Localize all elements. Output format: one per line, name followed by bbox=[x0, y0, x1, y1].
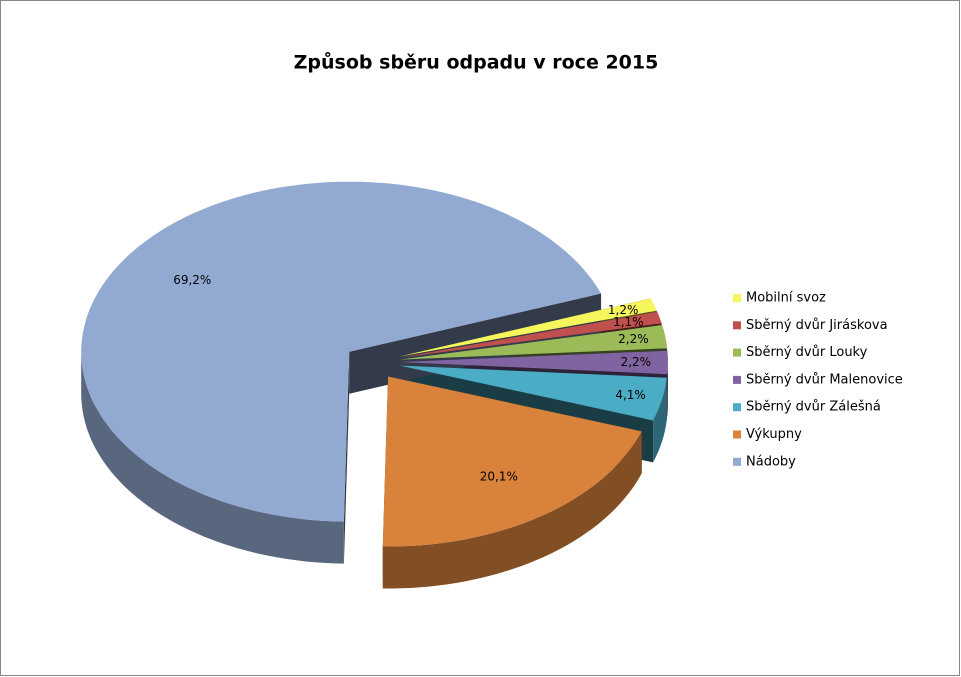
slice bbox=[400, 350, 668, 375]
slice bbox=[399, 325, 668, 360]
value-label: 1,1% bbox=[613, 315, 644, 329]
legend-label: Nádoby bbox=[746, 454, 796, 469]
legend-swatch bbox=[733, 457, 741, 466]
legend-swatch bbox=[733, 403, 741, 412]
value-label: 20,1% bbox=[480, 469, 518, 483]
legend-swatch bbox=[733, 294, 741, 302]
value-labels: 1,2%1,1% 2,2% 2,2% 4,1% 20,1% 69,2% bbox=[173, 273, 651, 483]
slice bbox=[382, 376, 642, 547]
legend-swatch bbox=[733, 348, 741, 357]
value-label: 69,2% bbox=[173, 273, 211, 287]
legend-label: Sběrný dvůr Zálešná bbox=[746, 400, 881, 415]
legend-label: Mobilní svoz bbox=[746, 291, 826, 306]
legend-label: Sběrný dvůr Jiráskova bbox=[746, 318, 888, 333]
legend-swatch bbox=[733, 321, 741, 330]
legend-label: Sběrný dvůr Louky bbox=[746, 345, 868, 360]
slice bbox=[81, 181, 602, 522]
value-label: 2,2% bbox=[618, 332, 649, 346]
legend: Mobilní svoz Sběrný dvůr Jiráskova Sběrný … bbox=[733, 291, 903, 469]
slice-radial-wall bbox=[343, 351, 350, 564]
pie-tops bbox=[81, 181, 668, 547]
slice-side bbox=[81, 293, 602, 564]
slice bbox=[399, 365, 667, 421]
value-label: 4,1% bbox=[615, 388, 646, 402]
slice-radial-wall bbox=[349, 293, 602, 394]
slice-outer-wall bbox=[382, 431, 642, 589]
slice-outer-wall bbox=[653, 377, 667, 463]
slice-outer-wall bbox=[81, 351, 344, 564]
slice-outer-wall bbox=[667, 362, 668, 417]
legend-swatch bbox=[733, 430, 741, 439]
value-label: 1,2% bbox=[608, 303, 639, 317]
chart-title: Způsob sběru odpadu v roce 2015 bbox=[294, 51, 659, 74]
legend-label: Výkupny bbox=[746, 427, 802, 442]
slice bbox=[398, 298, 657, 357]
legend-swatch bbox=[733, 375, 741, 384]
slice bbox=[399, 311, 662, 358]
legend-label: Sběrný dvůr Malenovice bbox=[746, 372, 903, 387]
value-label: 2,2% bbox=[621, 355, 652, 369]
